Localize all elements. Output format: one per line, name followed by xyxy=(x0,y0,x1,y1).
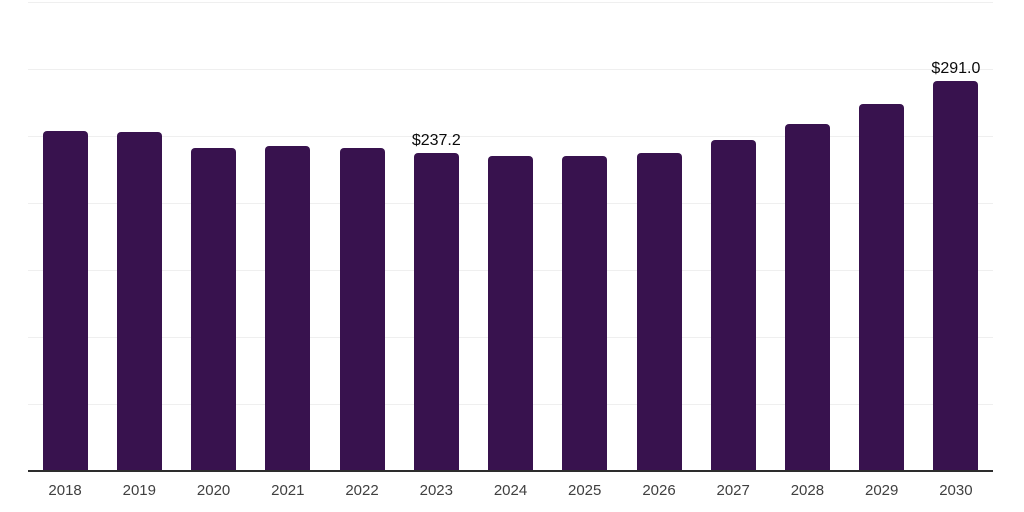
bar-2022 xyxy=(339,147,385,471)
bar-2029 xyxy=(859,104,905,471)
gridline xyxy=(28,136,993,137)
bar-2019 xyxy=(116,132,162,471)
x-tick-label: 2026 xyxy=(642,482,676,499)
x-tick-label: 2018 xyxy=(48,482,82,499)
bar-2026 xyxy=(636,153,682,471)
x-tick-label: 2021 xyxy=(271,482,305,499)
x-tick-label: 2019 xyxy=(122,482,156,499)
x-tick-label: 2023 xyxy=(419,482,453,499)
x-tick-label: 2030 xyxy=(939,482,973,499)
bar-2023 xyxy=(413,153,459,471)
bar-2020 xyxy=(191,147,237,471)
bar-2027 xyxy=(710,140,756,471)
bar-2018 xyxy=(42,131,88,471)
x-axis-line xyxy=(28,470,993,472)
bar-2021 xyxy=(265,146,311,471)
bar-2025 xyxy=(562,155,608,471)
x-tick-label: 2022 xyxy=(345,482,379,499)
gridline xyxy=(28,2,993,3)
bar-value-label: $291.0 xyxy=(931,60,981,78)
x-tick-label: 2027 xyxy=(716,482,750,499)
x-tick-label: 2029 xyxy=(865,482,899,499)
bar-2024 xyxy=(488,155,533,471)
x-tick-label: 2024 xyxy=(493,482,528,499)
bar-2030 xyxy=(933,81,979,471)
bar-value-label: $237.2 xyxy=(411,132,461,150)
bar-2028 xyxy=(784,123,830,471)
x-tick-label: 2025 xyxy=(568,482,602,499)
x-tick-label: 2028 xyxy=(790,482,825,499)
x-tick-label: 2020 xyxy=(196,482,231,499)
gridline xyxy=(28,69,993,70)
